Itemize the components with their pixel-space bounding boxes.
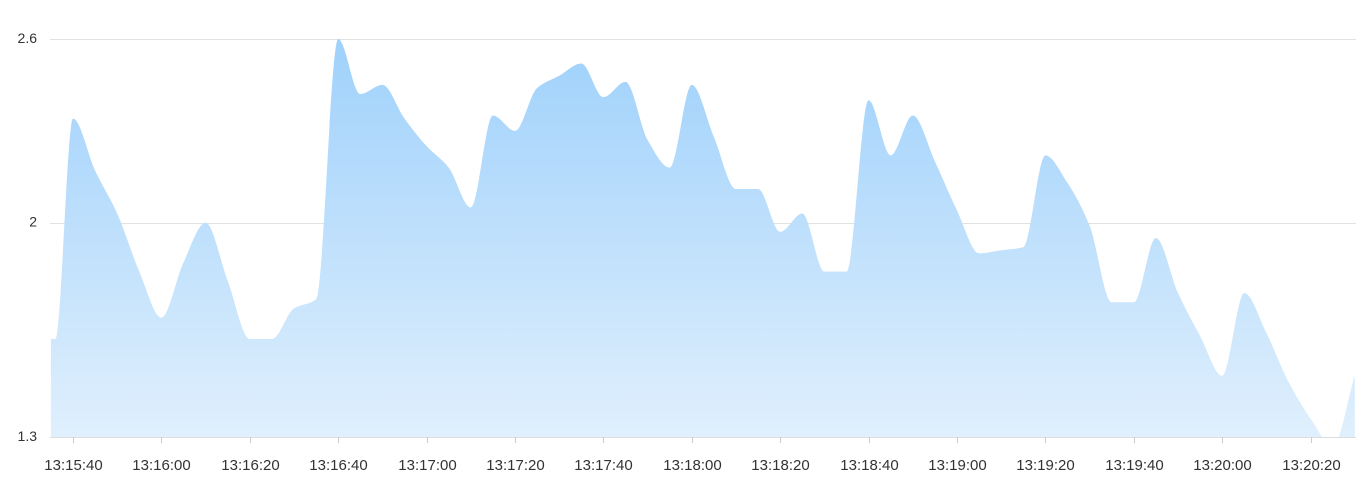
x-tick-label: 13:19:40 [1105,457,1163,474]
x-tick-label: 13:19:20 [1016,457,1074,474]
x-tick-label: 13:16:00 [132,457,190,474]
x-tick-label: 13:15:40 [44,457,102,474]
y-axis-labels: 2.6 2 1.3 [18,30,38,444]
x-axis-labels: 13:15:40 13:16:00 13:16:20 13:16:40 13:17:00… [44,457,1340,474]
x-tick-label: 13:18:20 [751,457,809,474]
x-tick-label: 13:18:00 [663,457,721,474]
x-tick-label: 13:17:40 [574,457,632,474]
x-tick-label: 13:20:00 [1193,457,1251,474]
x-tick-label: 13:17:00 [398,457,456,474]
y-tick-label: 2.6 [18,30,38,46]
series-area [50,39,1355,438]
x-tick-label: 13:19:00 [928,457,986,474]
y-tick-label: 2 [29,214,37,230]
x-tick-label: 13:16:40 [309,457,367,474]
x-tick-label: 13:18:40 [840,457,898,474]
x-tick-label: 13:16:20 [221,457,279,474]
x-tick-label: 13:20:20 [1282,457,1340,474]
area-series [50,39,1355,438]
x-axis [50,437,1356,443]
y-tick-label: 1.3 [18,428,38,444]
x-tick-label: 13:17:20 [486,457,544,474]
